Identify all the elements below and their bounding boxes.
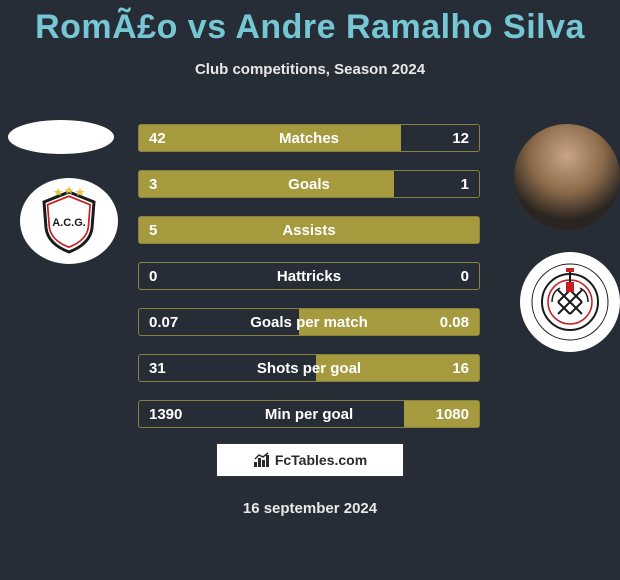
stat-row: 42Matches12	[138, 124, 480, 152]
player-right-club-badge	[520, 252, 620, 352]
stat-label: Hattricks	[139, 263, 479, 289]
stat-row: 3Goals1	[138, 170, 480, 198]
player-left-club-badge: A.C.G.	[20, 178, 118, 264]
club-badge-icon: A.C.G.	[34, 186, 104, 256]
svg-text:A.C.G.: A.C.G.	[52, 217, 86, 229]
chart-icon	[253, 452, 271, 468]
stat-label: Assists	[139, 217, 479, 243]
footer-brand-text: FcTables.com	[275, 452, 367, 468]
club-badge-icon	[528, 260, 612, 344]
page-title: RomÃ£o vs Andre Ramalho Silva	[0, 0, 620, 47]
stat-label: Goals	[139, 171, 479, 197]
footer-brand: FcTables.com	[216, 443, 404, 477]
page-subtitle: Club competitions, Season 2024	[0, 61, 620, 78]
stat-value-right: 16	[452, 355, 469, 381]
stat-row: 0Hattricks0	[138, 262, 480, 290]
stat-label: Goals per match	[139, 309, 479, 335]
stat-value-right: 0	[461, 263, 469, 289]
stat-value-right: 1080	[436, 401, 469, 427]
stat-row: 31Shots per goal16	[138, 354, 480, 382]
stat-row: 5Assists	[138, 216, 480, 244]
stat-value-right: 12	[452, 125, 469, 151]
stat-label: Shots per goal	[139, 355, 479, 381]
stats-container: 42Matches12 3Goals1 5Assists 0Hattricks0 0.0…	[138, 124, 480, 446]
stat-label: Matches	[139, 125, 479, 151]
footer-date: 16 september 2024	[0, 500, 620, 517]
stat-label: Min per goal	[139, 401, 479, 427]
stat-value-right: 1	[461, 171, 469, 197]
player-right-avatar	[514, 124, 620, 230]
stat-row: 0.07Goals per match0.08	[138, 308, 480, 336]
stat-value-right: 0.08	[440, 309, 469, 335]
player-left-avatar	[8, 120, 114, 154]
stat-row: 1390Min per goal1080	[138, 400, 480, 428]
